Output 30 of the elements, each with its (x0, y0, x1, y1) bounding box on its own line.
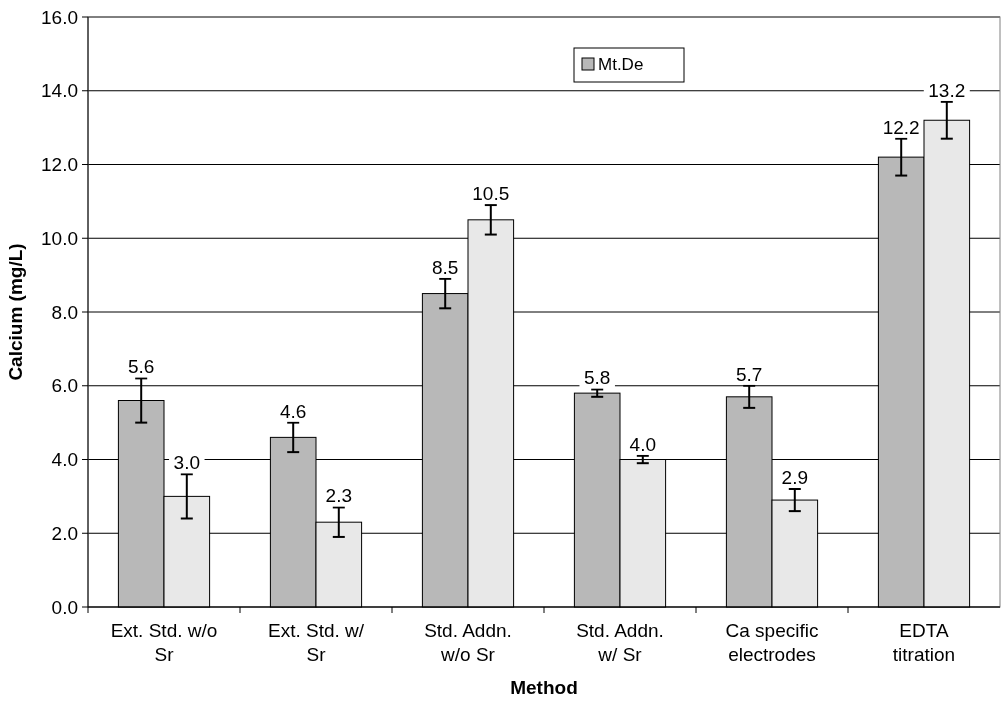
y-tick-label: 0.0 (51, 596, 78, 618)
data-label: 3.0 (173, 452, 201, 474)
y-tick-label: 4.0 (51, 449, 78, 471)
y-tick-label: 12.0 (41, 154, 78, 176)
data-label: 2.9 (781, 467, 809, 488)
x-tick-label: Std. Addn. w/ Sr (576, 620, 664, 665)
data-label: 5.7 (735, 363, 763, 385)
x-tick-label: Ext. Std. w/ Sr (267, 620, 365, 665)
data-label: 4.6 (279, 400, 307, 422)
y-tick-label: 8.0 (51, 301, 78, 323)
x-axis-title: Method (510, 677, 578, 698)
data-label: 8.5 (431, 256, 459, 278)
x-tick-label: Std. Addn. w/o Sr (424, 620, 512, 665)
data-label: 10.5 (472, 183, 510, 205)
y-tick-label: 10.0 (41, 227, 78, 249)
legend-label: Mt.De (598, 54, 644, 74)
x-tick-label: Ca specific electrodes (725, 620, 819, 665)
data-label: 12.2 (882, 116, 920, 138)
y-tick-label: 2.0 (51, 522, 78, 544)
y-tick-label: 14.0 (41, 80, 78, 102)
x-tick-label: EDTA titration (892, 620, 956, 665)
data-label: 13.2 (928, 79, 966, 101)
data-label: 4.0 (629, 433, 657, 455)
data-label: 2.3 (325, 485, 353, 507)
data-label: 5.6 (127, 356, 155, 378)
data-label: 5.8 (583, 367, 611, 389)
y-axis-title: Calcium (mg/L) (5, 243, 26, 381)
y-tick-label: 6.0 (51, 375, 78, 397)
x-tick-label: Ext. Std. w/o Sr (110, 620, 218, 665)
y-tick-label: 16.0 (41, 6, 78, 28)
